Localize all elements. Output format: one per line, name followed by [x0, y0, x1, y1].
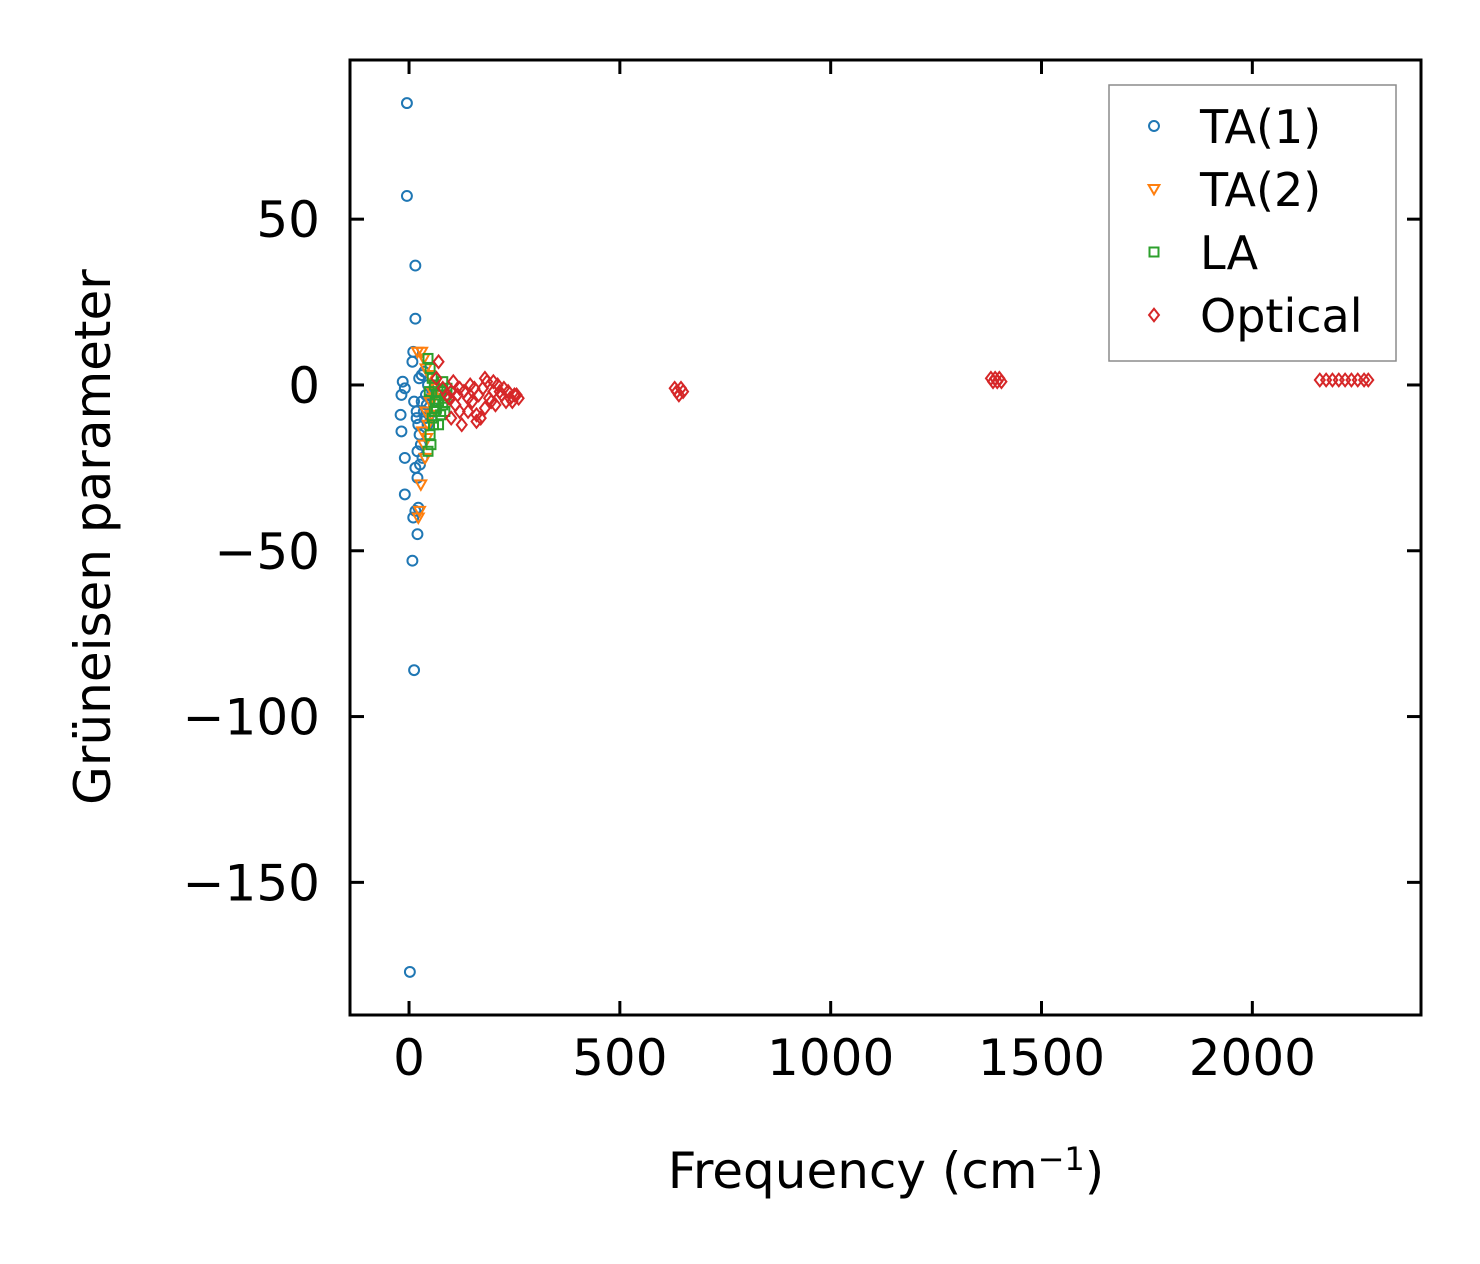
data-point	[410, 412, 423, 425]
plot-frame	[348, 58, 1423, 1017]
data-point	[470, 413, 483, 430]
data-point	[430, 370, 443, 387]
data-point	[453, 403, 466, 420]
data-point	[440, 386, 454, 403]
x-tick-label: 1000	[767, 1029, 894, 1087]
data-point	[400, 97, 413, 110]
data-point	[478, 370, 492, 387]
data-point	[491, 377, 504, 393]
x-tick-label: 2000	[1189, 1029, 1316, 1087]
x-tick-label: 0	[393, 1029, 425, 1087]
data-point	[1362, 372, 1375, 388]
data-point	[413, 479, 428, 492]
x-axis-title: Frequency (cm−1)	[668, 1140, 1105, 1200]
data-point	[422, 369, 437, 383]
data-point	[418, 406, 434, 419]
data-point	[396, 375, 409, 388]
data-point	[395, 425, 408, 438]
data-point	[426, 372, 438, 384]
legend-marker	[1148, 246, 1160, 258]
data-point	[510, 386, 523, 403]
data-point	[991, 373, 1004, 390]
x-tick-label: 500	[572, 1029, 667, 1087]
data-point	[403, 965, 416, 978]
data-point	[512, 390, 525, 407]
legend-label: Optical	[1200, 289, 1362, 343]
data-point	[427, 419, 439, 431]
data-point	[410, 405, 423, 418]
data-point	[398, 382, 411, 395]
data-point	[1357, 372, 1371, 388]
data-point	[461, 403, 475, 420]
data-point	[395, 388, 408, 401]
legend-label: TA(1)	[1199, 100, 1321, 154]
data-point	[676, 383, 690, 400]
x-axis-title-superscript: −1	[1038, 1140, 1085, 1178]
data-point	[429, 396, 441, 408]
y-tick-label: −150	[183, 854, 320, 912]
data-point	[394, 408, 407, 421]
data-point	[478, 400, 492, 417]
legend-items: TA(1) TA(2) LA Optical	[1146, 100, 1362, 343]
data-point	[489, 396, 502, 413]
data-point	[444, 383, 458, 400]
data-point	[409, 312, 422, 325]
data-point	[411, 528, 424, 541]
data-points-layer	[394, 97, 1375, 978]
series-optical	[430, 353, 1375, 433]
data-point	[455, 416, 468, 433]
data-point	[406, 554, 419, 567]
data-point	[501, 383, 515, 400]
legend-marker	[1148, 120, 1160, 132]
y-tick-label: −50	[214, 523, 320, 581]
data-point	[414, 346, 429, 360]
data-point	[432, 353, 445, 370]
data-point	[423, 386, 435, 398]
legend-label: LA	[1200, 226, 1259, 280]
data-point	[466, 393, 479, 410]
data-point	[412, 505, 427, 519]
data-point	[422, 445, 434, 457]
legend-label: TA(2)	[1199, 163, 1321, 217]
data-point	[417, 452, 433, 466]
data-point	[453, 380, 466, 397]
data-point	[995, 373, 1008, 390]
data-point	[409, 259, 422, 272]
data-point	[398, 451, 411, 464]
data-point	[425, 439, 437, 451]
series-la	[422, 352, 453, 457]
data-point	[408, 664, 421, 677]
y-tick-label: 50	[256, 191, 320, 249]
data-point	[435, 409, 447, 421]
legend: TA(1) TA(2) LA Optical	[1108, 84, 1397, 362]
data-point	[400, 190, 413, 202]
legend-marker	[1147, 307, 1161, 323]
y-tick-label: 0	[288, 357, 320, 415]
y-tick-label: −100	[183, 689, 320, 747]
x-tick-label: 1500	[978, 1029, 1105, 1087]
data-point	[444, 410, 458, 427]
data-point	[493, 383, 506, 400]
y-axis-title: Grüneisen parameter	[64, 269, 122, 805]
legend-marker	[1146, 183, 1162, 197]
data-point	[398, 488, 411, 501]
data-point	[406, 355, 419, 368]
